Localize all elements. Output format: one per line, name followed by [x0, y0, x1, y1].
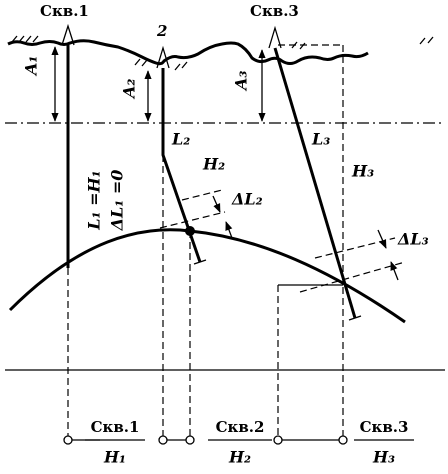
label-a2: A₂ [120, 79, 139, 100]
label-dl2: ΔL₂ [231, 190, 263, 209]
well-label: Скв.1 [40, 2, 89, 20]
well-end [348, 315, 362, 321]
dimension-guide [159, 189, 226, 229]
ground-surface [7, 39, 369, 66]
legend-depth: H₃ [372, 448, 395, 467]
well-3 [273, 47, 357, 319]
label-l3: L₃ [311, 130, 330, 149]
legend-well: Скв.2 [216, 418, 265, 436]
label-a1: A₁ [22, 56, 41, 77]
dimension-dl2 [212, 195, 221, 213]
dimension-dl2 [225, 221, 233, 239]
well-label: 2 [156, 22, 167, 40]
dimension-dl3 [377, 229, 387, 249]
label-l1: L₁ =H₁ [85, 170, 104, 230]
legend-depth: H₁ [103, 448, 126, 467]
label-dl3: ΔL₃ [397, 230, 429, 249]
label-dl1: ΔL₁ =0 [108, 170, 127, 232]
projection-line [67, 44, 344, 440]
legend-2: Скв.2 H₂ [208, 418, 272, 467]
label-l2: L₂ [171, 130, 190, 149]
well-points [63, 435, 348, 445]
well-marker [156, 45, 170, 69]
dimension-guide [299, 237, 406, 293]
label-h2: H₂ [202, 155, 225, 174]
well-marker [268, 25, 282, 49]
legend-well: Скв.1 [91, 418, 140, 436]
legend-3: Скв.3 H₃ [354, 418, 414, 467]
dimension-dl3 [390, 261, 399, 281]
legend-well: Скв.3 [360, 418, 409, 436]
label-h3: H₃ [351, 162, 374, 181]
label-a3: A₃ [232, 71, 251, 92]
well-marker [61, 23, 75, 46]
well-end [193, 259, 207, 265]
well-label: Скв.3 [250, 2, 299, 20]
legend-1: Скв.1 H₁ [85, 418, 145, 467]
legend-depth: H₂ [228, 448, 251, 467]
